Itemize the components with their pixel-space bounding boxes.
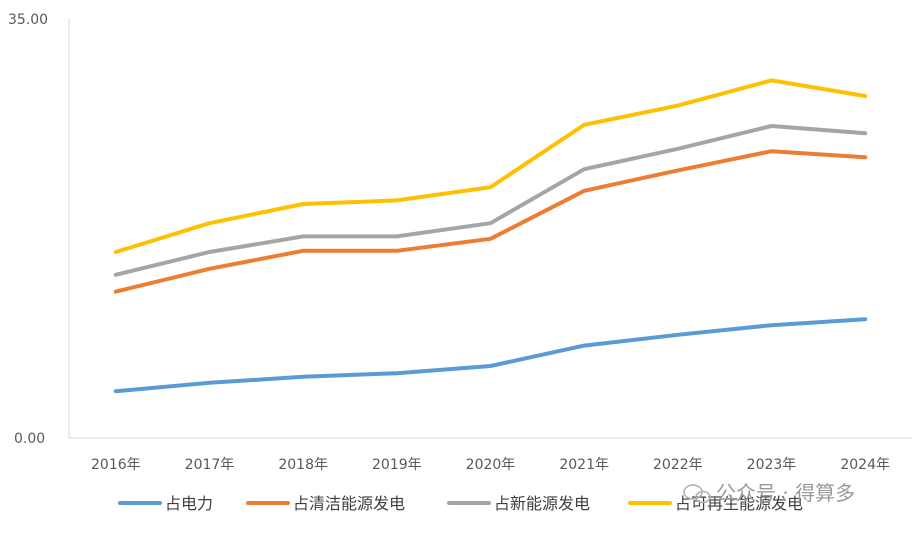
series-line: [113, 317, 868, 394]
legend-label: 占电力: [165, 494, 213, 513]
watermark: 公众号 · 得算多: [683, 481, 855, 505]
x-tick-label: 2018年: [278, 457, 328, 473]
legend-label: 占清洁能源发电: [293, 494, 405, 513]
x-tick-labels: 2016年 2017年 2018年 2019年 2020年 2021年 2022年 2023年…: [91, 457, 890, 473]
wechat-icon: [683, 484, 711, 504]
legend-label: 占可再生能源发电: [675, 494, 803, 513]
x-tick-label: 2024年: [840, 457, 890, 473]
x-tick-label: 2022年: [653, 457, 703, 473]
x-tick-label: 2019年: [372, 457, 422, 473]
series-line: [113, 149, 868, 294]
axes: 35.00 0.00: [8, 12, 912, 447]
legend-label: 占新能源发电: [494, 494, 590, 513]
watermark-text: 公众号 · 得算多: [716, 481, 855, 505]
x-tick-label: 2023年: [747, 457, 797, 473]
x-tick-label: 2021年: [559, 457, 609, 473]
legend: 占电力 占清洁能源发电 占新能源发电 占可再生能源发电: [118, 494, 803, 513]
x-tick-label: 2020年: [466, 457, 516, 473]
x-tick-label: 2016年: [91, 457, 141, 473]
series-line: [113, 124, 868, 277]
y-tick-label-top: 35.00: [8, 12, 48, 28]
y-tick-label-bottom: 0.00: [14, 431, 45, 447]
series-lines: [113, 78, 868, 394]
series-line: [113, 78, 868, 254]
x-tick-label: 2017年: [185, 457, 235, 473]
